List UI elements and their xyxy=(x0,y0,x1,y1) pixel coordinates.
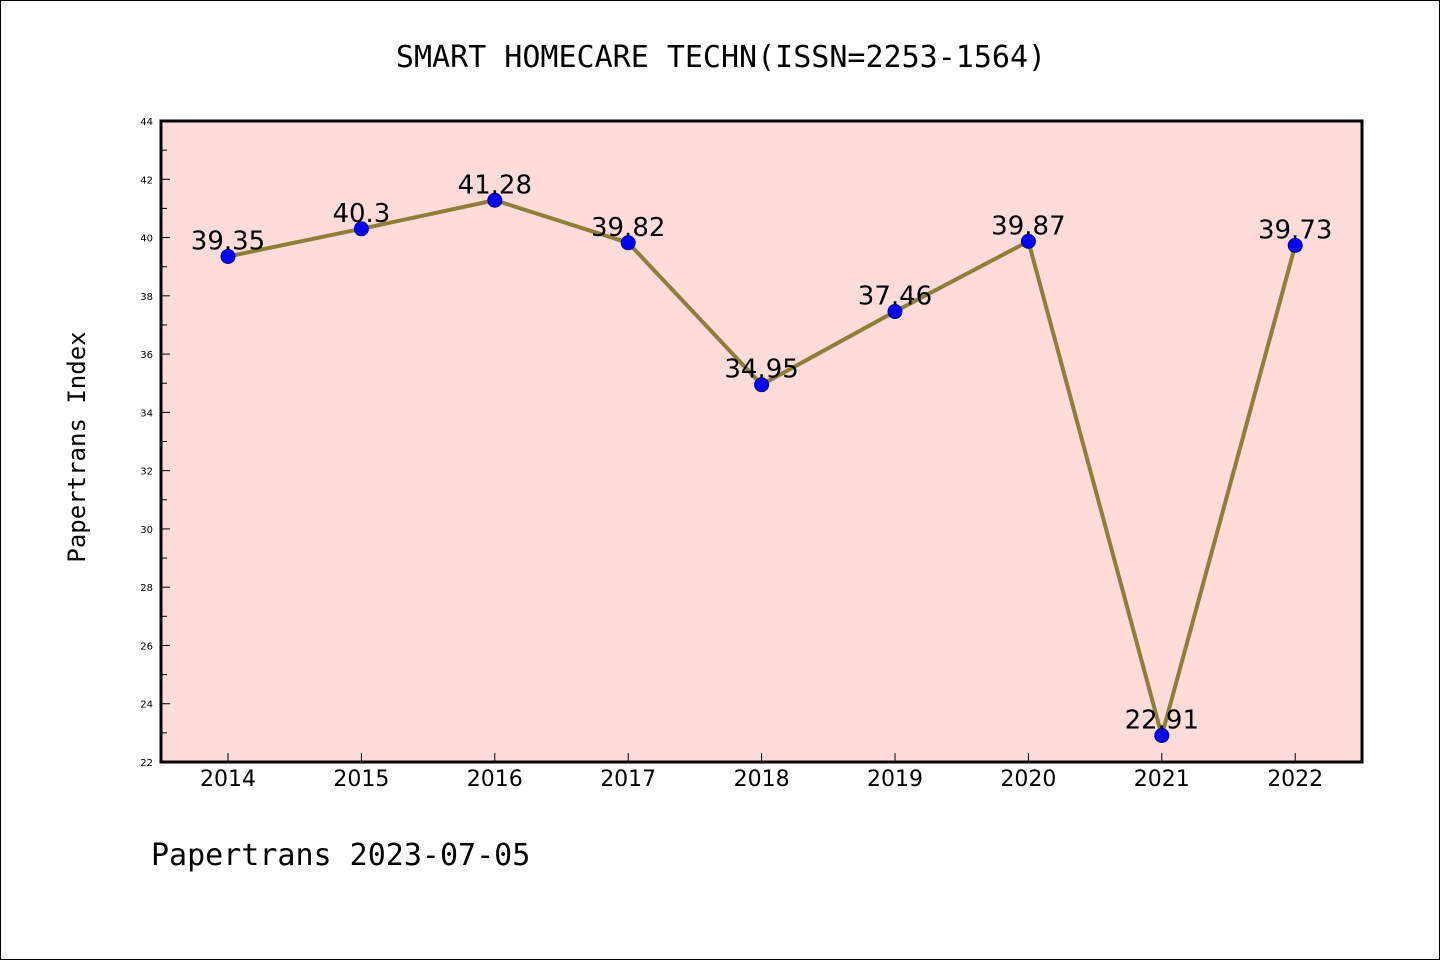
data-value-label: 39.82 xyxy=(591,213,665,243)
y-axis: 22 24 26 28 30 32 34 36 38 40 42 44 xyxy=(140,117,170,769)
x-tick-label: 2019 xyxy=(867,767,923,792)
data-value-label: 39.73 xyxy=(1258,215,1332,245)
data-value-label: 39.35 xyxy=(191,226,265,256)
x-axis: 2014 2015 2016 2017 2018 2019 2020 2021 2022 xyxy=(200,753,1323,792)
x-tick-label: 2017 xyxy=(600,767,656,792)
y-tick-label: 24 xyxy=(140,700,153,711)
data-value-label: 37.46 xyxy=(858,282,932,312)
y-tick-label: 44 xyxy=(140,117,153,128)
data-point-marker xyxy=(887,304,903,320)
x-tick-label: 2014 xyxy=(200,767,256,792)
x-tick-label: 2015 xyxy=(333,767,389,792)
y-tick-label: 38 xyxy=(140,292,153,303)
x-tick-label: 2016 xyxy=(467,767,523,792)
data-point-marker xyxy=(620,235,636,251)
y-tick-label: 28 xyxy=(140,583,153,594)
data-point-marker xyxy=(353,221,369,237)
x-tick-label: 2020 xyxy=(1000,767,1056,792)
data-point-marker xyxy=(1020,233,1036,249)
y-tick-label: 30 xyxy=(140,525,153,536)
y-tick-label: 42 xyxy=(140,175,153,186)
data-value-label: 39.87 xyxy=(991,211,1065,241)
x-tick-label: 2022 xyxy=(1267,767,1323,792)
data-point-marker xyxy=(1154,727,1170,743)
y-tick-label: 32 xyxy=(140,467,153,478)
y-tick-label: 22 xyxy=(140,758,153,769)
data-point-marker xyxy=(487,192,503,208)
y-tick-label: 34 xyxy=(140,408,153,419)
chart-title: SMART HOMECARE TECHN(ISSN=2253-1564) xyxy=(396,40,1046,75)
data-markers xyxy=(220,192,1303,743)
data-value-label: 41.28 xyxy=(458,170,532,200)
x-tick-label: 2018 xyxy=(734,767,790,792)
footer-date-note: Papertrans 2023-07-05 xyxy=(151,838,530,873)
data-labels: 39.35 40.3 41.28 39.82 34.95 37.46 39.87 22.91 3… xyxy=(191,170,1333,735)
data-value-label: 40.3 xyxy=(332,199,390,229)
y-axis-label: Papertrans Index xyxy=(63,331,91,562)
y-tick-label: 36 xyxy=(140,350,153,361)
y-tick-label: 26 xyxy=(140,641,153,652)
data-point-marker xyxy=(1287,237,1303,253)
data-point-marker xyxy=(220,248,236,264)
data-value-label: 22.91 xyxy=(1125,705,1199,735)
plot-frame xyxy=(159,119,1364,764)
x-tick-label: 2021 xyxy=(1134,767,1190,792)
data-value-label: 34.95 xyxy=(724,355,798,385)
y-tick-label: 40 xyxy=(140,234,153,245)
data-point-marker xyxy=(754,377,770,393)
